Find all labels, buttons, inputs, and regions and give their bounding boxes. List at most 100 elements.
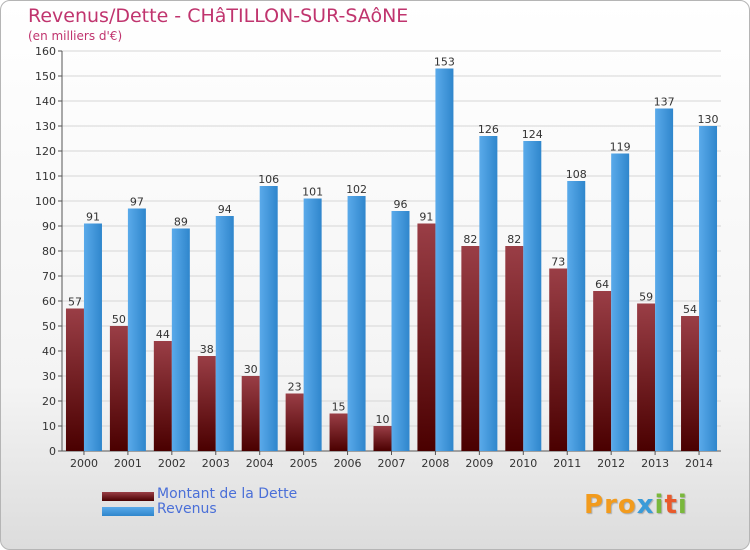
legend-swatch-dette <box>102 492 154 501</box>
data-label-revenus: 102 <box>346 183 367 196</box>
y-tick-label: 100 <box>35 195 56 208</box>
bar-revenus <box>655 108 674 451</box>
bars <box>65 68 718 451</box>
legend-label-dette: Montant de la Dette <box>157 486 298 502</box>
y-tick-label: 140 <box>35 95 56 108</box>
legend-swatch-revenus <box>102 507 154 516</box>
data-label-dette: 38 <box>200 343 214 356</box>
logo-letter: r <box>604 490 618 520</box>
x-tick-label: 2002 <box>158 457 186 470</box>
data-label-dette: 82 <box>507 233 521 246</box>
y-tick-label: 120 <box>35 145 56 158</box>
bar-revenus <box>611 153 630 451</box>
y-tick-label: 110 <box>35 170 56 183</box>
data-label-revenus: 89 <box>174 216 188 229</box>
x-tick-label: 2009 <box>465 457 493 470</box>
bar-dette <box>197 356 216 451</box>
data-label-revenus: 94 <box>218 203 232 216</box>
data-label-revenus: 91 <box>86 211 100 224</box>
y-tick-label: 60 <box>42 295 56 308</box>
bar-revenus <box>391 211 410 451</box>
bar-revenus <box>479 136 498 451</box>
x-tick-label: 2004 <box>246 457 274 470</box>
bar-revenus <box>259 186 278 451</box>
data-label-dette: 44 <box>156 328 170 341</box>
data-label-revenus: 119 <box>610 141 631 154</box>
data-label-revenus: 137 <box>654 96 675 109</box>
y-tick-label: 70 <box>42 270 56 283</box>
logo-letter: P <box>584 490 605 520</box>
y-tick-label: 20 <box>42 395 56 408</box>
bar-dette <box>285 393 304 451</box>
x-tick-label: 2012 <box>597 457 625 470</box>
data-label-revenus: 106 <box>258 173 279 186</box>
bar-dette <box>153 341 172 451</box>
bar-revenus <box>523 141 542 451</box>
data-labels: 57 91 50 97 44 89 38 94 30 106 23 101 15 102 10 96 91 153… <box>68 56 719 427</box>
bar-dette <box>241 376 260 451</box>
logo-letter: x <box>636 490 655 520</box>
bar-dette <box>681 316 700 451</box>
logo-letter: o <box>617 490 637 520</box>
data-label-revenus: 124 <box>522 128 543 141</box>
data-label-dette: 15 <box>332 401 346 414</box>
bar-dette <box>505 246 524 451</box>
y-tick-label: 0 <box>49 445 56 458</box>
x-tick-label: 2003 <box>202 457 230 470</box>
data-label-dette: 82 <box>463 233 477 246</box>
data-label-revenus: 130 <box>698 113 719 126</box>
bar-revenus <box>127 208 146 451</box>
chart-title: Revenus/Dette - CHâTILLON-SUR-SAôNE <box>28 5 409 27</box>
bar-dette <box>637 303 656 451</box>
data-label-dette: 10 <box>376 413 390 426</box>
legend-label-revenus: Revenus <box>157 501 217 517</box>
x-tick-label: 2001 <box>114 457 142 470</box>
bar-revenus <box>83 223 102 451</box>
bar-dette <box>549 268 568 451</box>
x-tick-label: 2013 <box>641 457 669 470</box>
data-label-dette: 59 <box>639 291 653 304</box>
proxiti-logo: Proxiti <box>584 490 688 520</box>
data-label-revenus: 126 <box>478 123 499 136</box>
logo-letter: i <box>654 490 665 520</box>
x-tick-label: 2014 <box>685 457 713 470</box>
y-tick-label: 30 <box>42 370 56 383</box>
bar-dette <box>373 426 392 451</box>
data-label-dette: 64 <box>595 278 609 291</box>
bar-revenus <box>699 126 718 451</box>
x-tick-label: 2000 <box>70 457 98 470</box>
bar-revenus <box>303 198 322 451</box>
y-tick-label: 40 <box>42 345 56 358</box>
x-tick-label: 2007 <box>378 457 406 470</box>
data-label-dette: 30 <box>244 363 258 376</box>
bar-revenus <box>171 228 190 451</box>
data-label-revenus: 153 <box>434 56 455 69</box>
data-label-revenus: 96 <box>394 198 408 211</box>
data-label-revenus: 97 <box>130 196 144 209</box>
bar-dette <box>593 291 612 451</box>
y-tick-label: 80 <box>42 245 56 258</box>
bar-revenus <box>215 216 234 451</box>
bar-dette <box>417 223 436 451</box>
bar-dette <box>329 413 348 451</box>
y-tick-label: 90 <box>42 220 56 233</box>
data-label-revenus: 101 <box>302 186 323 199</box>
data-label-dette: 50 <box>112 313 126 326</box>
bar-dette <box>65 308 84 451</box>
x-tick-label: 2006 <box>334 457 362 470</box>
data-label-dette: 57 <box>68 296 82 309</box>
bar-dette <box>109 326 128 451</box>
x-tick-label: 2011 <box>553 457 581 470</box>
logo-letter: i <box>677 490 688 520</box>
bar-revenus <box>435 68 454 451</box>
data-label-dette: 54 <box>683 303 697 316</box>
x-tick-label: 2010 <box>509 457 537 470</box>
y-tick-label: 10 <box>42 420 56 433</box>
chart-subtitle: (en milliers d'€) <box>28 29 123 43</box>
data-label-dette: 23 <box>288 381 302 394</box>
y-tick-label: 130 <box>35 120 56 133</box>
x-tick-label: 2005 <box>290 457 318 470</box>
bar-revenus <box>347 196 366 451</box>
